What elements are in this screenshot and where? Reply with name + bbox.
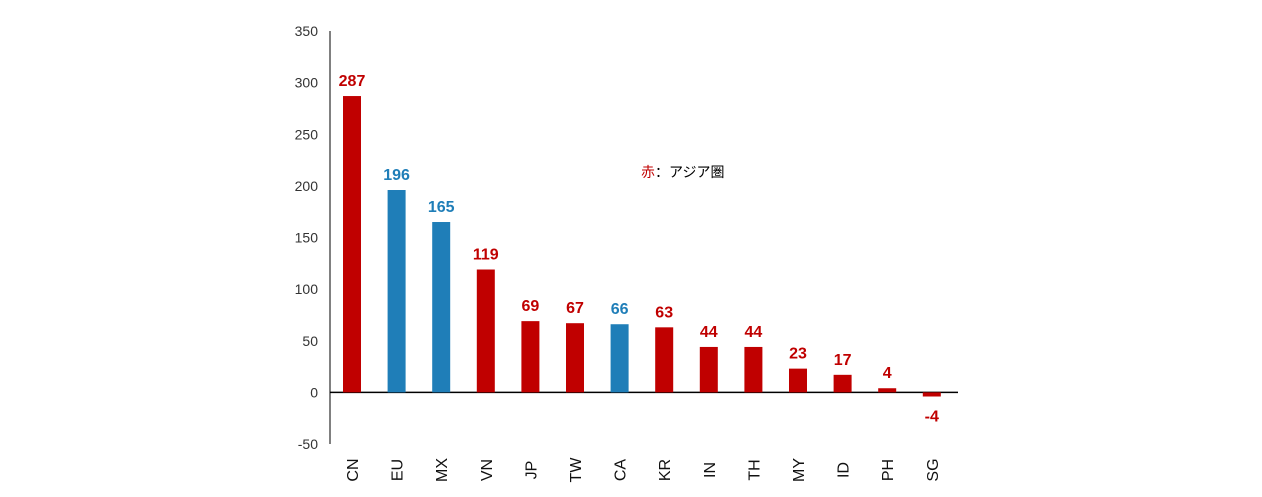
data-label: 196 [383,167,410,184]
x-tick-label: MY [791,458,808,482]
y-tick-label: 300 [295,75,319,91]
bar [476,269,495,393]
data-label: 44 [700,324,718,341]
bar [387,190,406,393]
x-tick-label: ID [836,462,853,478]
data-label: 17 [834,352,852,369]
x-tick-label: VN [479,459,496,481]
bar [566,323,584,393]
bar [610,324,629,393]
y-tick-label: 100 [295,281,319,297]
bar [699,346,718,393]
data-label: 287 [339,73,366,90]
bar [833,374,852,393]
bars [343,96,941,397]
legend-marker: 赤 [641,165,655,181]
y-tick-label: 150 [295,230,319,246]
y-tick-label: -50 [298,436,318,452]
data-label: 67 [566,300,584,317]
y-tick-label: 50 [302,333,318,349]
y-tick-label: 0 [310,384,318,400]
legend-annotation: 赤：アジア圏 [641,162,724,182]
data-label: 66 [611,301,629,318]
data-label: -4 [925,409,939,426]
data-label: 63 [655,304,673,321]
data-label: 69 [522,298,540,315]
data-label: 23 [789,346,807,363]
y-tick-label: 250 [295,126,319,142]
x-tick-label: TW [568,457,585,483]
data-label: 44 [745,324,763,341]
x-tick-label: KR [657,459,674,481]
bar [878,388,897,393]
x-tick-label: EU [390,459,407,481]
x-tick-label: IN [702,462,719,478]
bar [521,321,540,393]
x-tick-label: CN [345,458,362,481]
x-tick-label: JP [523,461,540,480]
data-label: 119 [473,247,499,264]
x-tick-label: TH [746,459,763,480]
bar [343,96,361,393]
x-tick-label: MX [434,458,451,482]
bar [789,368,807,393]
x-axis-labels: CN EU MX VN JP TW CA KR IN TH MY ID PH SG [345,457,942,483]
bar [655,327,674,393]
legend-text: ：アジア圏 [655,165,725,181]
x-tick-label: SG [925,458,942,481]
data-label: 4 [883,365,892,382]
bar [922,392,941,397]
y-tick-label: 200 [295,178,319,194]
x-tick-label: CA [613,459,630,482]
y-tick-label: 350 [295,23,319,39]
bar [744,346,763,393]
x-tick-label: PH [880,459,897,481]
data-label: 165 [428,199,455,216]
value-labels: 287 196 165 119 69 67 66 63 44 44 23 17 4 -4 [339,73,939,425]
bar [432,222,451,393]
